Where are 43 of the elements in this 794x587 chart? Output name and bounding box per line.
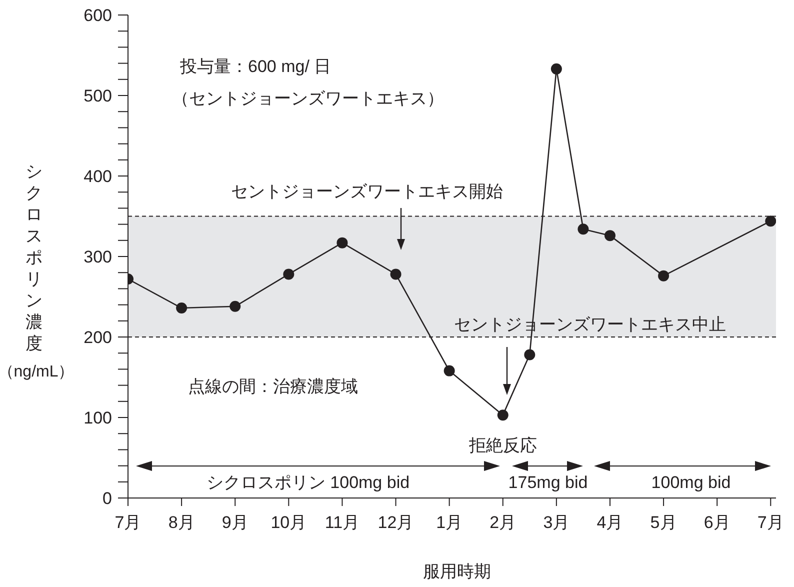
annotation: 100mg bid (651, 473, 731, 492)
point (550, 63, 562, 74)
point (604, 230, 616, 242)
annotation: 175mg bid (508, 473, 588, 492)
point (524, 349, 536, 360)
y-tick-label: 400 (84, 167, 112, 186)
x-tick-label: 12月 (378, 513, 414, 532)
x-tick-label: 7月 (114, 513, 142, 532)
y-tick-label: 300 (84, 248, 112, 267)
annotation: セントジョーンズワートエキス開始 (231, 182, 503, 201)
x-tick-label: 3月 (543, 513, 570, 532)
annotation: （セントジョーンズワートエキス） (172, 89, 444, 108)
x-tick-label: 6月 (704, 513, 730, 532)
annotation: シクロスポリン 100mg bid (206, 473, 410, 492)
annotation: 拒絶反応 (468, 436, 537, 456)
y-tick-label: 100 (84, 408, 112, 428)
x-tick-label: 7月 (757, 513, 784, 532)
y-tick-label: 500 (84, 86, 112, 106)
point (176, 302, 188, 314)
text: シクロスポリン濃度（ng/mL） (0, 162, 74, 380)
x-tick-label: 10月 (270, 513, 307, 532)
x-axis-title: 服用時期 (423, 562, 491, 581)
point (578, 224, 589, 235)
x-tick-label: 4月 (596, 513, 624, 532)
y-tick-label: 0 (102, 489, 112, 508)
x-tick-label: 8月 (168, 513, 195, 532)
point (444, 365, 455, 376)
point (230, 300, 241, 312)
point (658, 270, 670, 282)
x-tick-label: 2月 (490, 513, 516, 532)
annotation: 点線の間：治療濃度域 (188, 377, 358, 396)
x-tick-label: 9月 (222, 513, 248, 532)
point (497, 410, 508, 421)
point (283, 268, 294, 280)
point (765, 216, 776, 227)
annotation: 投与量：600 mg/ 日 (179, 57, 332, 76)
point (336, 237, 348, 248)
x-tick-label: 5月 (650, 513, 677, 532)
point (390, 268, 402, 280)
y-tick-label: 600 (84, 6, 112, 26)
x-tick-label: 11月 (324, 513, 360, 532)
y-tick-label: 200 (84, 328, 112, 348)
x-tick-label: 1月 (436, 513, 463, 532)
